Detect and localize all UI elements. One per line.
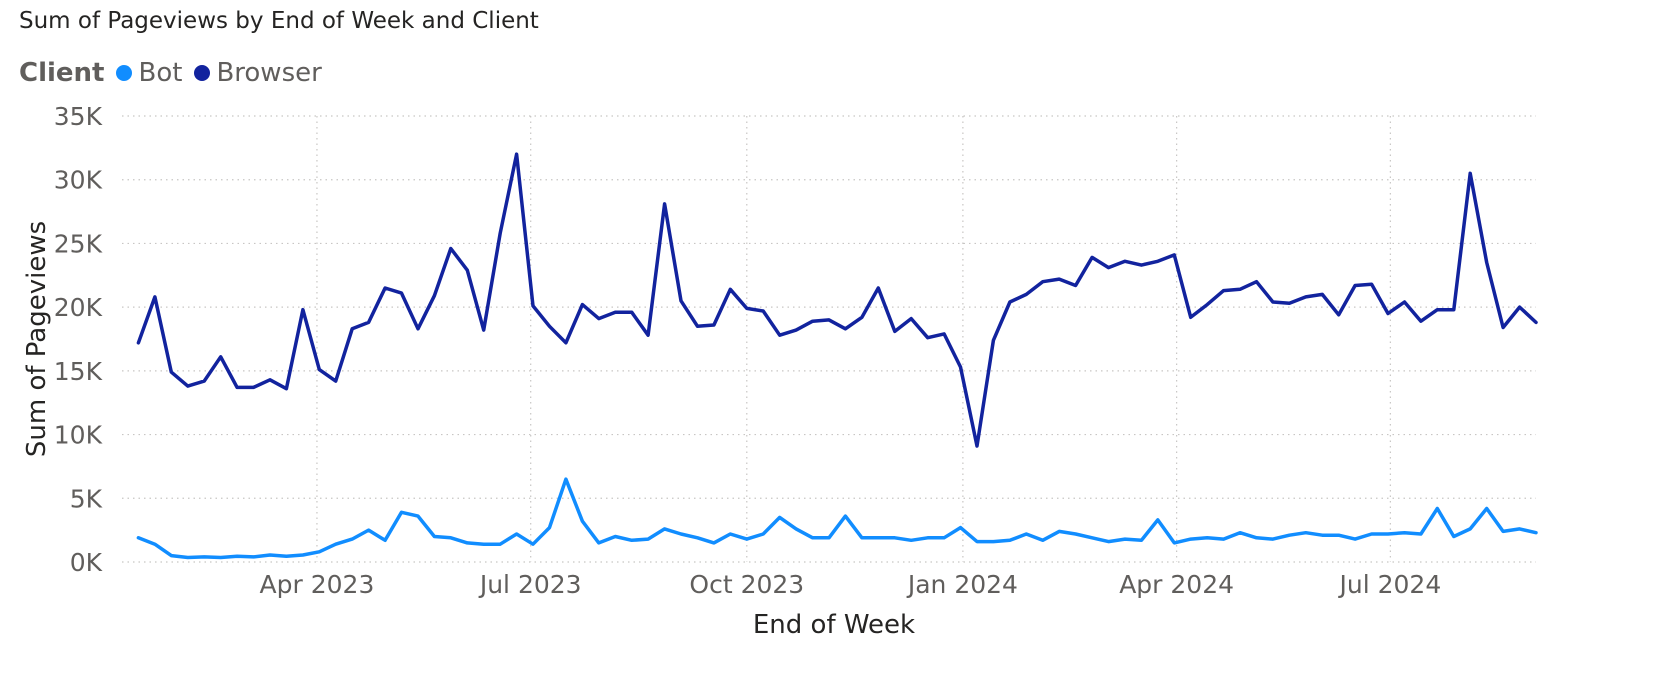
x-tick-label: Apr 2023 bbox=[260, 570, 375, 599]
grid-layer bbox=[122, 115, 1536, 563]
y-tick-label: 15K bbox=[54, 357, 103, 386]
y-axis-title: Sum of Pageviews bbox=[22, 221, 52, 457]
series-line-bot[interactable] bbox=[136, 477, 1538, 560]
x-axis-title: End of Week bbox=[753, 610, 915, 640]
legend-marker-bot bbox=[116, 65, 133, 81]
legend-label-bot: Bot bbox=[138, 58, 183, 88]
y-tick-label: 35K bbox=[54, 102, 103, 131]
chart-title: Sum of Pageviews by End of Week and Clie… bbox=[19, 8, 539, 34]
x-tick-label: Jul 2023 bbox=[478, 570, 582, 599]
legend-label-browser: Browser bbox=[216, 58, 322, 88]
x-tick-label: Oct 2023 bbox=[689, 570, 804, 599]
y-tick-label: 10K bbox=[54, 421, 103, 450]
y-tick-label: 30K bbox=[54, 166, 103, 195]
legend: Client Bot Browser bbox=[19, 56, 334, 90]
y-tick-label: 5K bbox=[70, 484, 103, 513]
legend-title: Client bbox=[19, 58, 105, 88]
x-axis: Apr 2023 Jul 2023 Oct 2023 Jan 2024 Apr 2024… bbox=[260, 570, 1442, 599]
x-tick-label: Apr 2024 bbox=[1119, 570, 1234, 599]
series-layer bbox=[136, 152, 1538, 560]
legend-item-bot[interactable]: Bot bbox=[116, 58, 182, 88]
x-tick-label: Jul 2024 bbox=[1338, 570, 1442, 599]
legend-marker-browser bbox=[194, 65, 211, 81]
x-tick-label: Jan 2024 bbox=[906, 570, 1018, 599]
series-line-browser[interactable] bbox=[136, 152, 1538, 448]
y-tick-label: 0K bbox=[70, 548, 103, 577]
legend-item-browser[interactable]: Browser bbox=[194, 58, 322, 88]
y-axis: 0K 5K 10K 15K 20K 25K 30K 35K bbox=[54, 102, 103, 577]
y-tick-label: 25K bbox=[54, 229, 103, 258]
y-tick-label: 20K bbox=[54, 293, 103, 322]
